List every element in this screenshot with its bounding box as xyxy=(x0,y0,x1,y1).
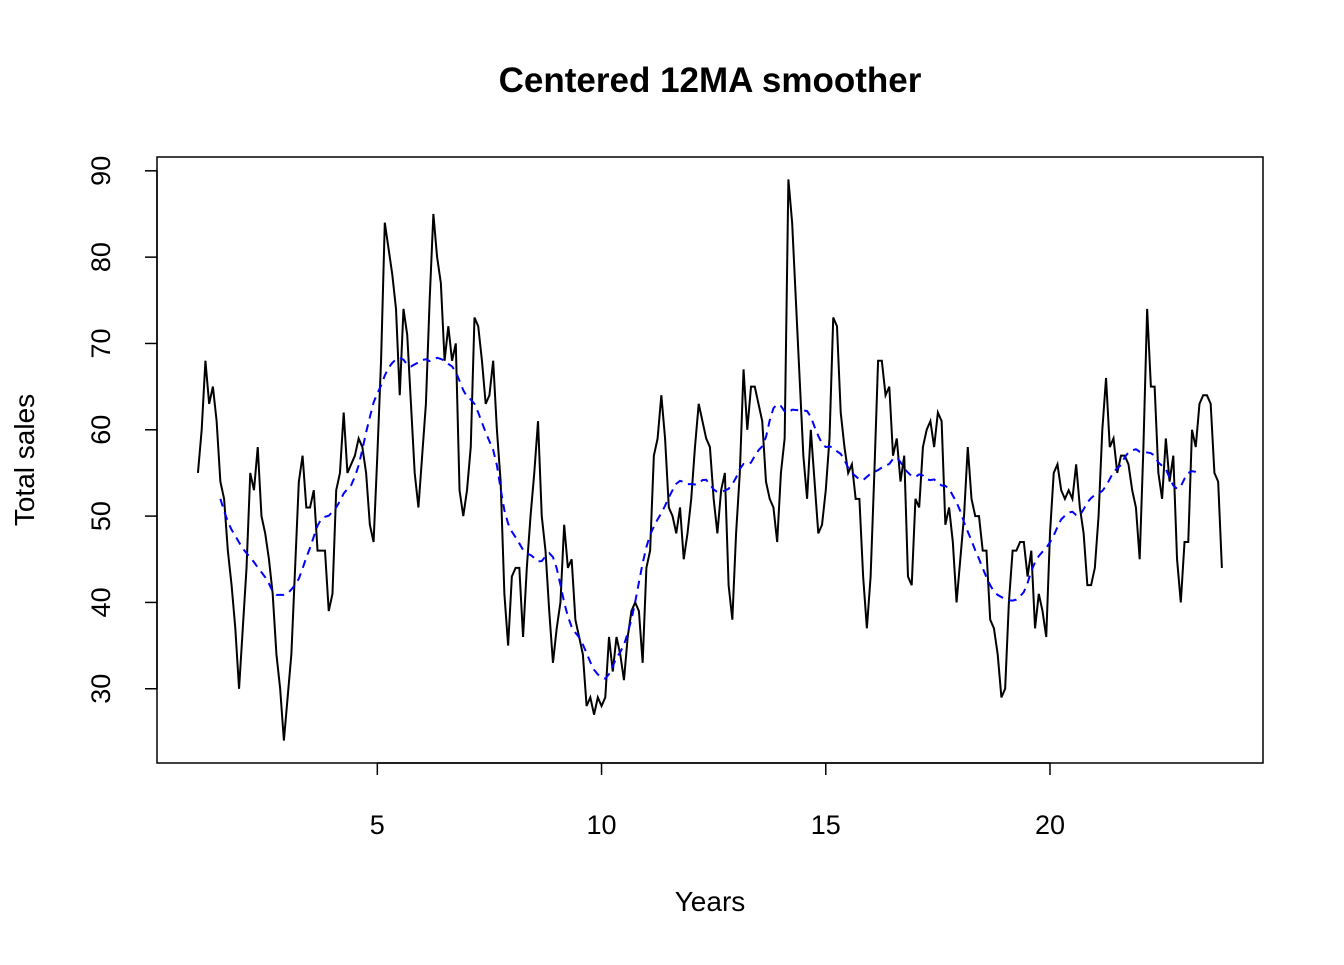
series-group xyxy=(196,179,1223,741)
x-axis: 5 10 15 20 xyxy=(370,762,1065,840)
chart-title: Centered 12MA smoother xyxy=(499,61,922,100)
x-tick-label: 20 xyxy=(1035,810,1065,840)
y-tick-label: 60 xyxy=(86,415,116,445)
sales-line xyxy=(196,179,1223,741)
y-tick-label: 90 xyxy=(86,156,116,186)
y-tick-label: 40 xyxy=(86,587,116,617)
y-axis: 30 40 50 60 70 80 90 xyxy=(86,156,158,704)
x-tick-label: 5 xyxy=(370,810,385,840)
x-tick-label: 10 xyxy=(587,810,617,840)
x-axis-label: Years xyxy=(675,886,746,917)
y-tick-label: 80 xyxy=(86,242,116,272)
y-tick-label: 70 xyxy=(86,328,116,358)
moving-average-line xyxy=(219,356,1200,680)
x-tick-label: 15 xyxy=(811,810,841,840)
y-tick-label: 50 xyxy=(86,501,116,531)
y-tick-label: 30 xyxy=(86,674,116,704)
y-axis-label: Total sales xyxy=(9,394,40,526)
